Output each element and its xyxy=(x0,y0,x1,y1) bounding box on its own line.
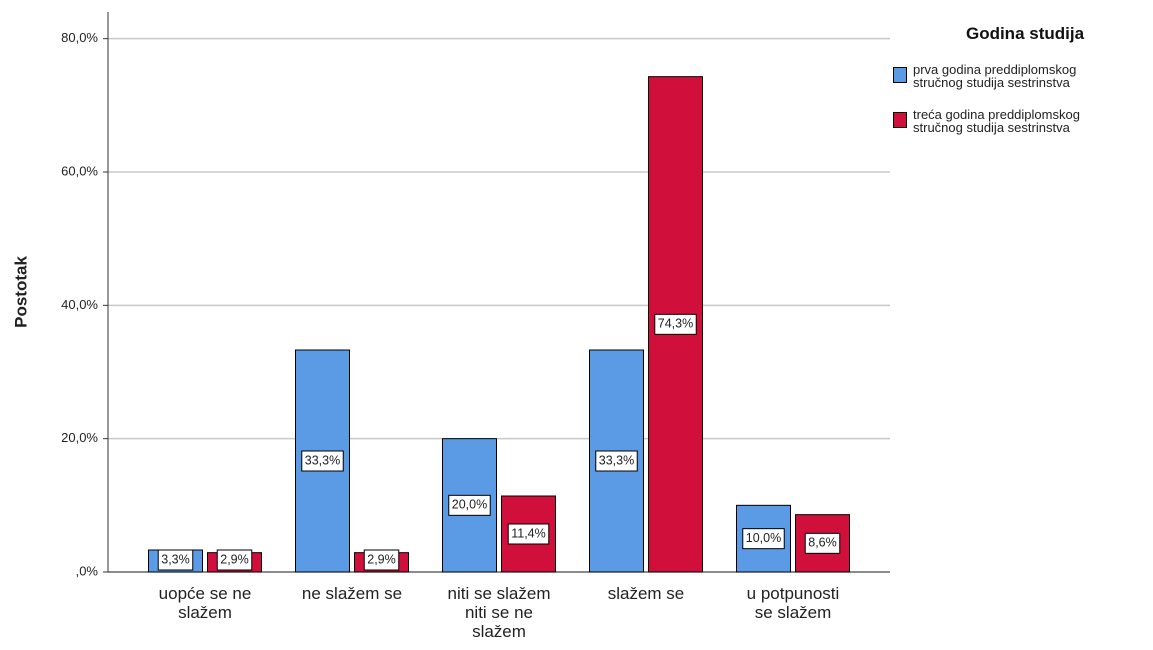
x-tick-label-line: niti se slažem xyxy=(448,584,551,603)
x-tick-label-line: u potpunosti xyxy=(747,584,840,603)
x-tick-label-line: slažem xyxy=(472,622,526,641)
x-tick-label: u potpunosti se slažem xyxy=(747,584,840,622)
x-tick-label-line: slažem se xyxy=(608,584,685,603)
y-tick-label: 20,0% xyxy=(61,430,98,445)
y-tick-label: 40,0% xyxy=(61,297,98,312)
x-tick-label-line: ne slažem se xyxy=(302,584,402,603)
value-label: 8,6% xyxy=(804,532,841,554)
value-label: 33,3% xyxy=(301,450,344,472)
value-label-text: 33,3% xyxy=(305,453,340,467)
x-tick-label: niti se slažem niti se ne slažem xyxy=(448,584,551,641)
value-label-box xyxy=(654,313,697,335)
value-label: 2,9% xyxy=(363,549,400,571)
x-tick-label-line: se slažem xyxy=(755,603,832,622)
value-label-text: 74,3% xyxy=(658,317,693,331)
x-tick-label: uopće se ne slažem xyxy=(159,584,252,622)
value-label-box xyxy=(301,450,344,472)
value-label-box xyxy=(595,450,638,472)
value-label-box xyxy=(804,532,841,554)
value-label-text: 8,6% xyxy=(808,536,837,550)
value-label-box xyxy=(742,528,785,550)
value-label-text: 10,0% xyxy=(746,531,781,545)
legend-swatch xyxy=(893,112,907,128)
value-label-text: 11,4% xyxy=(511,526,546,540)
legend-swatch xyxy=(893,67,907,83)
y-tick-label: ,0% xyxy=(76,563,99,578)
value-label-text: 2,9% xyxy=(367,552,396,566)
value-label: 11,4% xyxy=(507,523,550,545)
value-label: 3,3% xyxy=(157,549,194,571)
value-label-text: 3,3% xyxy=(161,552,190,566)
value-label: 20,0% xyxy=(448,494,491,516)
legend-label: prva godina preddiplomskog stručnog stud… xyxy=(913,62,1077,90)
value-label-text: 2,9% xyxy=(220,552,249,566)
value-label: 10,0% xyxy=(742,528,785,550)
x-tick-label-line: uopće se ne xyxy=(159,584,252,603)
plot: Postotak ,0% 20,0% 40,0% 60,0% 80,0% uopće se… xyxy=(11,12,890,641)
x-tick-label-line: niti se ne xyxy=(465,603,533,622)
value-label-box xyxy=(448,494,491,516)
y-tick-label: 80,0% xyxy=(61,30,98,45)
value-label-box xyxy=(216,549,253,571)
value-label-box xyxy=(363,549,400,571)
value-label: 2,9% xyxy=(216,549,253,571)
value-label-text: 33,3% xyxy=(599,453,634,467)
y-axis-label: Postotak xyxy=(11,256,30,328)
value-label-box xyxy=(157,549,194,571)
value-label: 74,3% xyxy=(654,313,697,335)
value-label-box xyxy=(507,523,550,545)
value-label-text: 20,0% xyxy=(452,498,487,512)
x-tick-label: slažem se xyxy=(608,584,685,603)
x-tick-label: ne slažem se xyxy=(302,584,402,603)
legend-title: Godina studija xyxy=(965,24,1085,43)
x-tick-label-line: slažem xyxy=(178,603,232,622)
legend-label: treća godina preddiplomskog stručnog stu… xyxy=(913,107,1080,135)
value-label: 33,3% xyxy=(595,450,638,472)
y-tick-label: 60,0% xyxy=(61,163,98,178)
